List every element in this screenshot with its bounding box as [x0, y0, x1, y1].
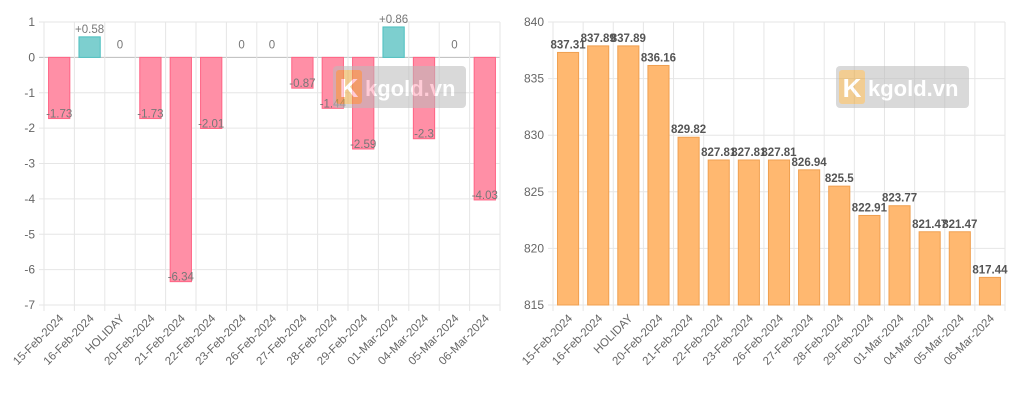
data-label: 0: [238, 39, 244, 51]
bar: [647, 64, 670, 306]
svg-text:K: K: [340, 73, 359, 103]
bar: [48, 56, 71, 120]
data-label: 817.44: [972, 264, 1008, 276]
bar: [918, 231, 941, 306]
data-label: -2.59: [350, 139, 376, 151]
chart-2: 84083583082582081515-Feb-202416-Feb-2024…: [520, 15, 1008, 368]
data-label: 836.16: [641, 52, 676, 64]
svg-text:K: K: [843, 73, 862, 103]
data-label: -1.73: [137, 109, 163, 121]
bar: [617, 45, 640, 306]
bar: [557, 51, 580, 306]
data-label: 821.47: [912, 219, 947, 231]
data-label: 827.81: [731, 147, 767, 159]
svg-text:kgold.vn: kgold.vn: [868, 76, 958, 101]
y-tick-label: 1: [28, 15, 35, 29]
bar: [707, 159, 730, 306]
y-tick-label: 820: [524, 241, 544, 255]
y-tick-label: 835: [524, 72, 544, 86]
data-label: -1.73: [46, 109, 72, 121]
y-tick-label: -2: [24, 121, 35, 135]
bar: [677, 136, 700, 306]
data-label: 825.5: [825, 173, 854, 185]
data-label: -2.01: [198, 118, 224, 130]
y-tick-label: -1: [24, 86, 35, 100]
chart-1: 10-1-2-3-4-5-6-715-Feb-202416-Feb-2024HO…: [11, 14, 501, 368]
data-label: 822.91: [852, 202, 888, 214]
y-tick-label: 0: [28, 50, 35, 64]
data-label: 823.77: [882, 193, 917, 205]
data-label: 837.31: [550, 39, 586, 51]
bar: [828, 185, 851, 306]
y-tick-label: -5: [24, 227, 35, 241]
data-label: 827.81: [761, 147, 797, 159]
data-label: 837.89: [581, 33, 616, 45]
bar: [888, 205, 911, 306]
data-label: +0.58: [75, 24, 104, 36]
data-label: +0.86: [379, 14, 408, 26]
bar: [78, 36, 101, 58]
data-label: 837.89: [611, 33, 646, 45]
data-label: -6.34: [168, 272, 195, 284]
y-tick-label: 830: [524, 128, 544, 142]
bar: [798, 169, 821, 306]
bar: [737, 159, 760, 306]
svg-text:kgold.vn: kgold.vn: [365, 76, 455, 101]
data-label: 0: [451, 39, 457, 51]
bar: [587, 45, 610, 306]
y-tick-label: 825: [524, 185, 544, 199]
bar: [858, 214, 881, 306]
data-label: -0.87: [289, 78, 315, 90]
bar: [169, 56, 192, 283]
bar: [473, 56, 496, 201]
data-label: 826.94: [792, 157, 828, 169]
x-tick-label: 15-Feb-2024: [520, 312, 575, 367]
data-label: 0: [269, 39, 275, 51]
data-label: 827.81: [701, 147, 737, 159]
y-tick-label: 840: [524, 15, 544, 29]
data-label: 821.47: [942, 219, 977, 231]
bar: [382, 26, 405, 58]
bar: [948, 231, 971, 306]
data-label: -2.3: [414, 129, 434, 141]
bar: [139, 56, 162, 120]
bar: [767, 159, 791, 306]
data-label: 829.82: [671, 124, 706, 136]
y-tick-label: -3: [24, 157, 35, 171]
bar: [200, 56, 223, 129]
y-tick-label: -4: [24, 192, 35, 206]
data-label: -4.03: [472, 190, 498, 202]
y-tick-label: -6: [24, 263, 35, 277]
bar: [978, 276, 1001, 306]
data-label: 0: [117, 39, 123, 51]
bar: [291, 56, 314, 89]
y-tick-label: 815: [524, 298, 544, 312]
y-tick-label: -7: [24, 298, 35, 312]
